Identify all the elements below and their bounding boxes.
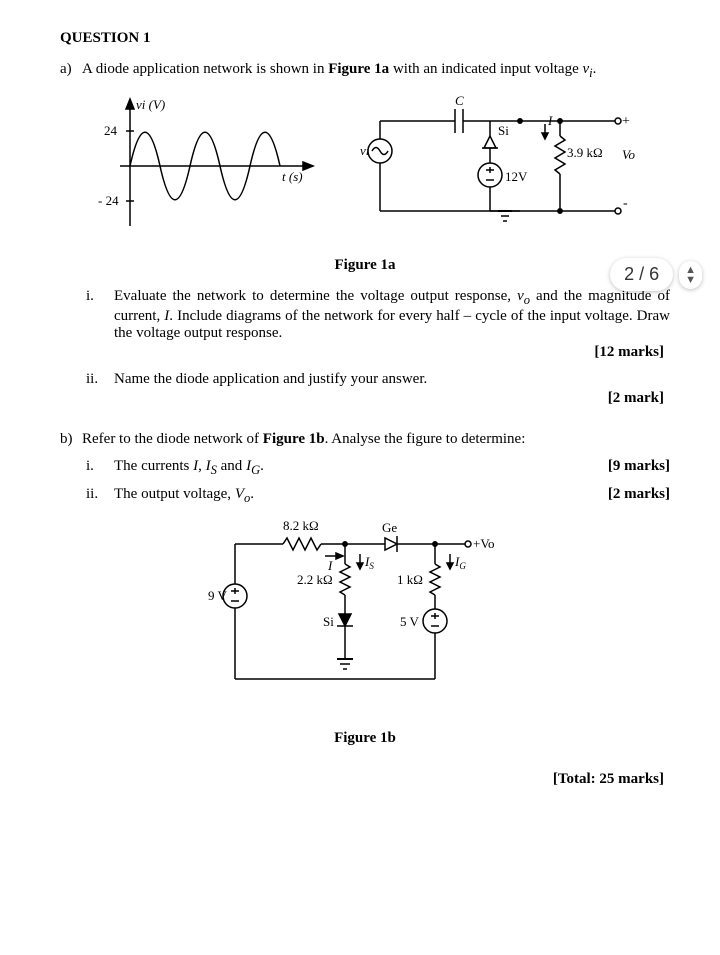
b-ii-text: The output voltage, Vo.: [114, 486, 608, 506]
vdc5-label: 5 V: [400, 614, 420, 629]
b-ii-roman: ii.: [82, 486, 114, 503]
figure-1a-row: vi (V) 24 - 24 t (s): [60, 91, 670, 251]
a-ii-roman: ii.: [82, 371, 114, 388]
part-b-intro: Refer to the diode network of Figure 1b.…: [82, 431, 670, 448]
total-marks: [Total: 25 marks]: [60, 771, 664, 788]
a-i-roman: i.: [82, 288, 114, 305]
diode-si-label: Si: [498, 123, 509, 138]
part-a-intro: A diode application network is shown in …: [82, 61, 670, 81]
page-indicator: 2 / 6 ▲ ▼: [610, 258, 702, 291]
part-a-letter: a): [60, 61, 82, 78]
b-ii-marks: [2 marks]: [608, 486, 670, 503]
r1-label: 8.2 kΩ: [283, 518, 319, 533]
current-i-label: I: [547, 113, 553, 128]
r3-label: 1 kΩ: [397, 572, 423, 587]
question-title: QUESTION 1: [60, 30, 670, 47]
page-down-icon[interactable]: ▼: [685, 275, 696, 285]
vo-node-label: +Vo: [473, 536, 495, 551]
a-i-marks: [12 marks]: [82, 344, 664, 361]
si-label: Si: [323, 614, 334, 629]
vsrc-label: 9 V: [208, 588, 228, 603]
resistor-label: 3.9 kΩ: [567, 145, 603, 160]
cap-label: C: [455, 93, 464, 108]
graph-ymin: - 24: [98, 193, 119, 208]
ge-label: Ge: [382, 520, 397, 535]
vdc-label: 12V: [505, 169, 528, 184]
graph-ylabel: vi (V): [136, 97, 165, 112]
figure-1a-caption: Figure 1a: [60, 257, 670, 274]
figure-1b-caption: Figure 1b: [60, 730, 670, 747]
minus-terminal: -: [623, 196, 628, 211]
i-arrow-label: I: [327, 558, 333, 573]
a-ii-text: Name the diode application and justify y…: [114, 371, 670, 388]
page-up-icon[interactable]: ▲: [685, 265, 696, 275]
graph-ymax: 24: [104, 123, 118, 138]
b-i-marks: [9 marks]: [608, 458, 670, 475]
page-counter: 2 / 6: [610, 258, 673, 291]
circuit-1b: 8.2 kΩ Ge +Vo I IS IG 2.2 kΩ 1 kΩ 9 V Si…: [205, 514, 525, 724]
ig-arrow-label: IG: [454, 554, 466, 571]
r2-label: 2.2 kΩ: [297, 572, 333, 587]
is-arrow-label: IS: [364, 554, 374, 571]
b-i-text: The currents I, IS and IG.: [114, 458, 608, 478]
a-ii-marks: [2 mark]: [82, 390, 664, 407]
a-i-text: Evaluate the network to determine the vo…: [114, 288, 670, 342]
input-waveform-graph: vi (V) 24 - 24 t (s): [90, 91, 330, 241]
vo-label: Vo: [622, 147, 636, 162]
plus-terminal: +: [622, 114, 630, 129]
part-b-letter: b): [60, 431, 82, 448]
graph-xlabel: t (s): [282, 169, 303, 184]
vin-label: vi: [360, 143, 370, 158]
b-i-roman: i.: [82, 458, 114, 475]
circuit-1a: C Si I 3.9 kΩ 12V vi Vo + -: [360, 91, 640, 251]
